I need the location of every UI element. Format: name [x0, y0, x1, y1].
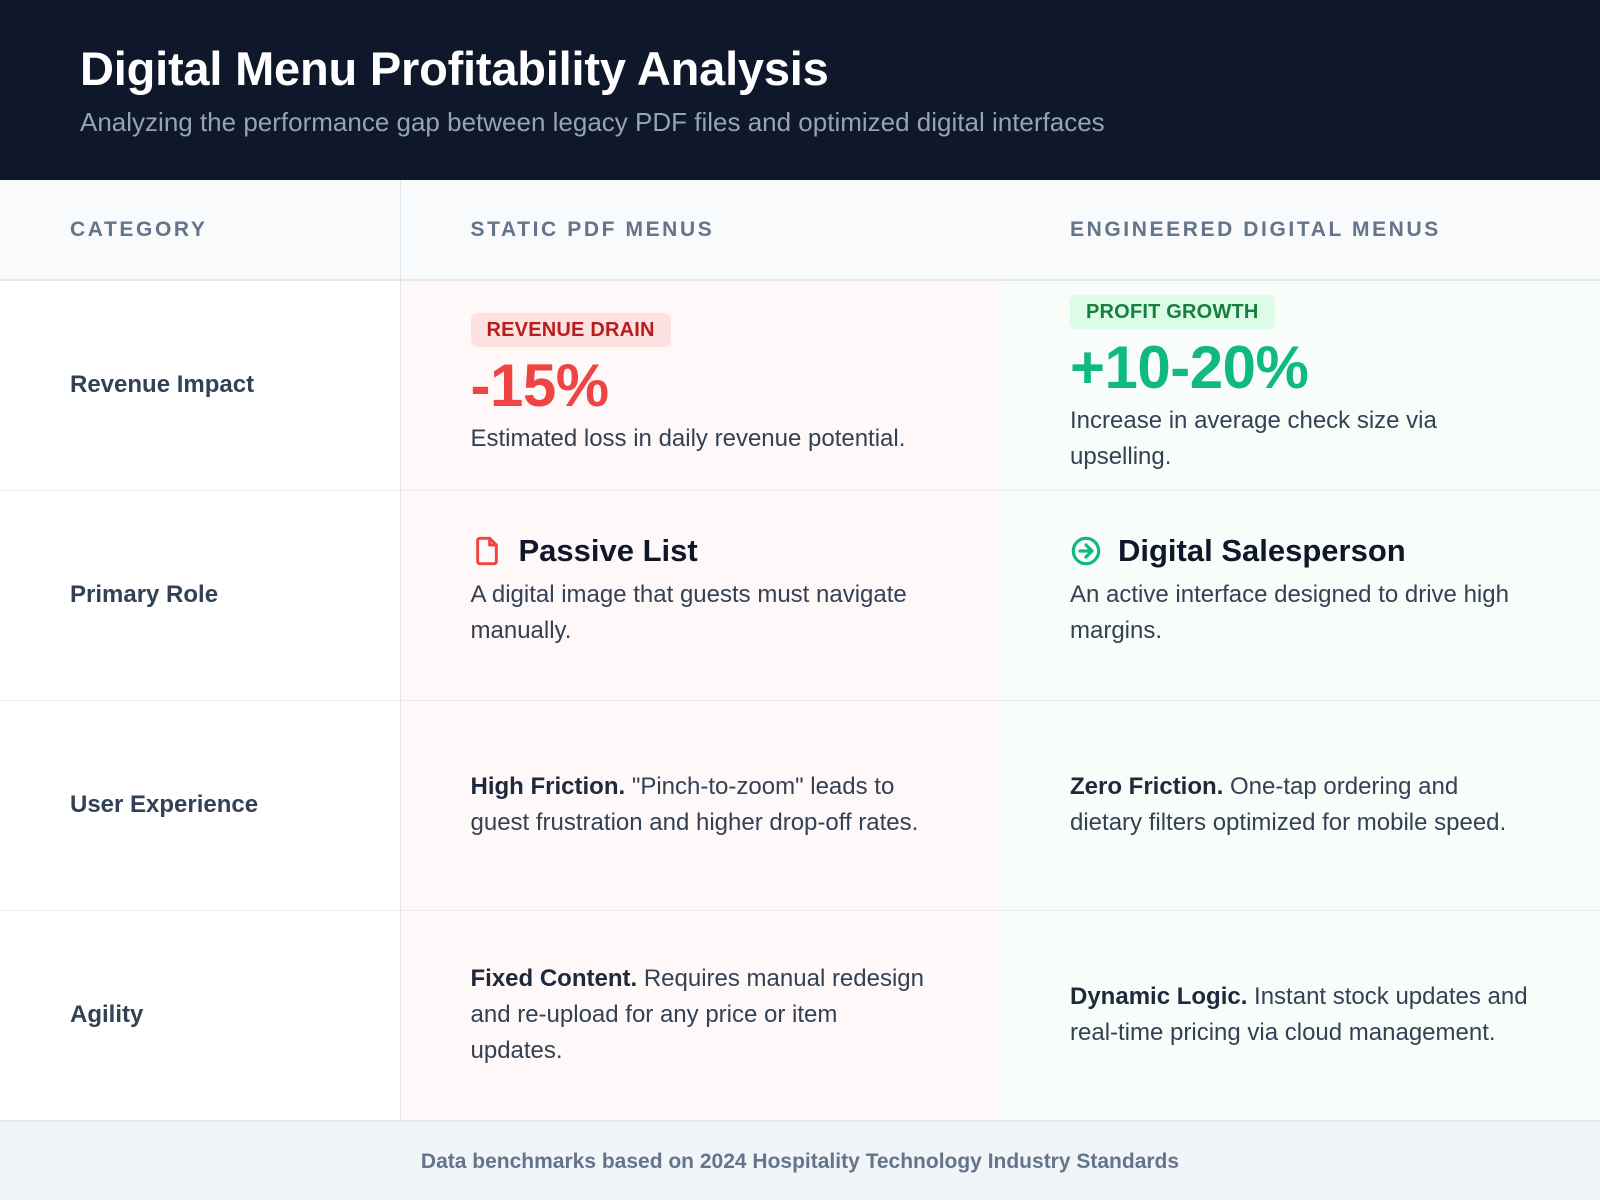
- arrow-circle-icon: [1070, 535, 1102, 567]
- digital-revenue-description: Increase in average check size via upsel…: [1070, 407, 1437, 471]
- revenue-drain-badge: REVENUE DRAIN: [470, 313, 671, 348]
- pdf-cell-role: Passive List A digital image that guests…: [400, 490, 1000, 701]
- column-header-digital: ENGINEERED DIGITAL MENUS: [1000, 180, 1600, 281]
- comparison-table: CATEGORY STATIC PDF MENUS ENGINEERED DIG…: [0, 180, 1600, 1122]
- digital-experience-lead: Zero Friction.: [1070, 773, 1224, 800]
- pdf-role-title: Passive List: [518, 533, 698, 568]
- digital-cell-agility: Dynamic Logic. Instant stock updates and…: [1000, 910, 1600, 1122]
- digital-agility-detail: Instant stock updates and real-time pric…: [1070, 983, 1528, 1047]
- row-category-label: User Experience: [0, 700, 401, 911]
- pdf-role-description: A digital image that guests must navigat…: [470, 581, 907, 644]
- digital-cell-experience: Zero Friction. One-tap ordering and diet…: [1000, 700, 1600, 911]
- pdf-cell-experience: High Friction. "Pinch-to-zoom" leads to …: [400, 700, 1000, 911]
- digital-cell-role: Digital Salesperson An active interface …: [1000, 490, 1600, 701]
- page-title: Digital Menu Profitability Analysis: [80, 42, 829, 95]
- pdf-agility-text: Fixed Content. Requires manual redesign …: [471, 961, 931, 1069]
- digital-role-title: Digital Salesperson: [1118, 533, 1406, 568]
- digital-experience-detail: One-tap ordering and dietary filters opt…: [1070, 773, 1507, 836]
- table-row-primary-role: Primary Role Passive List A digital imag…: [0, 490, 1600, 701]
- pdf-agility-lead: Fixed Content.: [470, 965, 638, 993]
- row-category-label: Revenue Impact: [0, 280, 401, 491]
- pdf-experience-lead: High Friction.: [470, 773, 626, 800]
- pdf-revenue-value: -15%: [470, 352, 610, 420]
- pdf-revenue-description: Estimated loss in daily revenue potentia…: [470, 425, 906, 453]
- table-row-revenue-impact: Revenue Impact REVENUE DRAIN -15% Estima…: [0, 280, 1600, 491]
- pdf-experience-detail: "Pinch-to-zoom" leads to guest frustrati…: [470, 773, 919, 836]
- digital-role-description: An active interface designed to drive hi…: [1070, 581, 1509, 644]
- pdf-cell-revenue: REVENUE DRAIN -15% Estimated loss in dai…: [400, 280, 1000, 491]
- header-row: CATEGORY STATIC PDF MENUS ENGINEERED DIG…: [0, 180, 1600, 281]
- digital-revenue-value: +10-20%: [1070, 334, 1309, 402]
- table-row-user-experience: User Experience High Friction. "Pinch-to…: [0, 700, 1600, 911]
- table-row-agility: Agility Fixed Content. Requires manual r…: [0, 910, 1600, 1122]
- digital-experience-text: Zero Friction. One-tap ordering and diet…: [1070, 769, 1530, 841]
- digital-role-heading: Digital Salesperson: [1070, 533, 1530, 569]
- document-icon: [471, 535, 503, 567]
- column-header-pdf: STATIC PDF MENUS: [400, 180, 1000, 281]
- pdf-role-heading: Passive List: [471, 533, 931, 569]
- page-header: Digital Menu Profitability Analysis Anal…: [0, 0, 1600, 180]
- pdf-agility-detail: Requires manual redesign and re-upload f…: [470, 965, 925, 1065]
- profit-growth-badge: PROFIT GROWTH: [1070, 295, 1275, 330]
- digital-agility-text: Dynamic Logic. Instant stock updates and…: [1070, 979, 1530, 1051]
- row-category-label: Agility: [0, 910, 401, 1122]
- row-category-label: Primary Role: [0, 490, 401, 701]
- digital-cell-revenue: PROFIT GROWTH +10-20% Increase in averag…: [1000, 280, 1600, 491]
- digital-agility-lead: Dynamic Logic.: [1070, 983, 1248, 1011]
- page-subtitle: Analyzing the performance gap between le…: [80, 107, 1105, 138]
- table-body: Revenue Impact REVENUE DRAIN -15% Estima…: [0, 280, 1600, 1122]
- pdf-experience-text: High Friction. "Pinch-to-zoom" leads to …: [471, 769, 931, 841]
- footer-note: Data benchmarks based on 2024 Hospitalit…: [0, 1122, 1600, 1200]
- column-header-category: CATEGORY: [0, 180, 401, 281]
- pdf-cell-agility: Fixed Content. Requires manual redesign …: [400, 910, 1000, 1122]
- table-header: CATEGORY STATIC PDF MENUS ENGINEERED DIG…: [0, 180, 1600, 281]
